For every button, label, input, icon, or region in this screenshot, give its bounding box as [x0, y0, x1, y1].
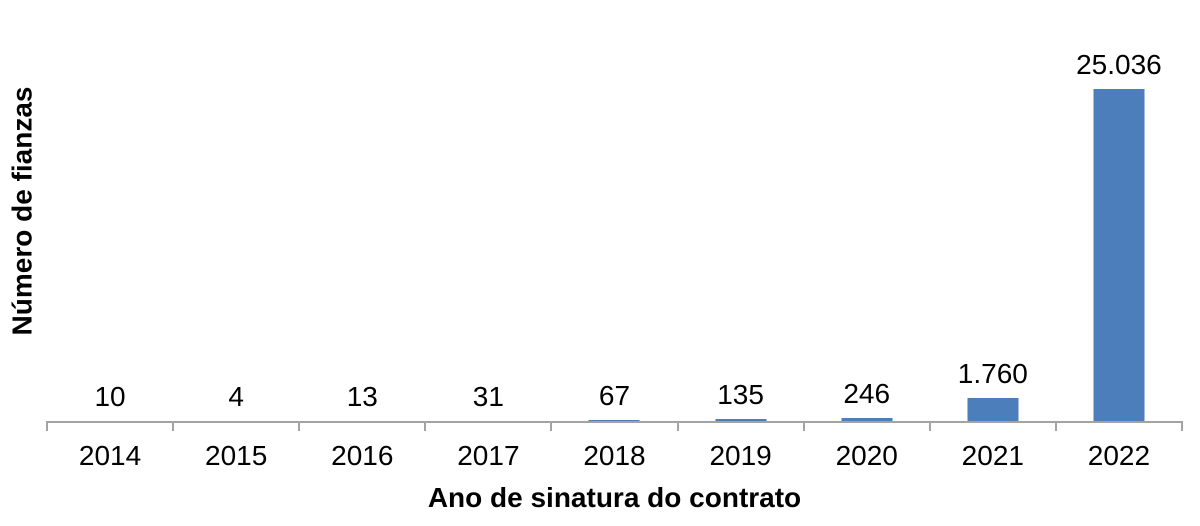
- value-label-2022: 25.036: [1076, 49, 1162, 80]
- x-tick-label-2016: 2016: [331, 440, 394, 471]
- x-axis-tick: [928, 421, 931, 431]
- x-tick-label-2022: 2022: [1087, 440, 1151, 471]
- bar-group-2017: 31: [425, 0, 551, 421]
- value-label-2014: 10: [94, 381, 126, 412]
- x-axis-title: Ano de sinatura do contrato: [427, 482, 802, 513]
- bar-2021: [967, 398, 1019, 421]
- x-axis-line: [47, 421, 1182, 423]
- value-label-2017: 31: [472, 381, 504, 412]
- plot-area: 10 4 13 31 67 135 246 1.760 25.036: [46, 0, 1183, 431]
- x-axis-tick: [1181, 421, 1183, 431]
- value-label-2015: 4: [228, 381, 244, 412]
- x-axis-tick: [550, 421, 553, 431]
- x-axis-tick: [298, 421, 301, 431]
- x-axis-tick: [1054, 421, 1057, 431]
- bar-group-2021: 1.760: [930, 0, 1056, 421]
- bar-group-2016: 13: [299, 0, 425, 421]
- bar-group-2019: 135: [678, 0, 804, 421]
- bar-2020: [841, 418, 893, 421]
- x-tick-label-2017: 2017: [457, 440, 520, 471]
- x-tick-label-2020: 2020: [835, 440, 898, 471]
- bar-group-2015: 4: [173, 0, 299, 421]
- x-axis-tick: [46, 421, 48, 431]
- bar-2022: [1093, 89, 1145, 421]
- bar-2018: [588, 420, 640, 421]
- x-tick-label-2014: 2014: [78, 440, 142, 471]
- bar-group-2022: 25.036: [1056, 0, 1182, 421]
- x-axis-tick: [676, 421, 679, 431]
- value-label-2021: 1.760: [957, 358, 1028, 389]
- y-axis-title-text: Número de fianzas: [6, 86, 38, 335]
- value-label-2018: 67: [598, 380, 631, 411]
- x-tick-label-2019: 2019: [709, 440, 772, 471]
- x-tick-label-2018: 2018: [583, 440, 646, 471]
- bar-group-2014: 10: [47, 0, 173, 421]
- x-axis-tick: [424, 421, 427, 431]
- value-label-2020: 246: [843, 378, 891, 409]
- value-label-2016: 13: [346, 381, 378, 412]
- bar-2019: [715, 419, 767, 421]
- x-axis-tick: [172, 421, 175, 431]
- x-tick-label-2015: 2015: [205, 440, 268, 471]
- x-tick-label-2021: 2021: [961, 440, 1024, 471]
- value-label-2019: 135: [717, 379, 764, 410]
- x-axis-labels: 2014 2015 2016 2017 2018 2019 2020 2021 2022: [47, 442, 1182, 470]
- bar-group-2018: 67: [551, 0, 677, 421]
- bar-group-2020: 246: [804, 0, 930, 421]
- x-axis-tick: [802, 421, 805, 431]
- y-axis-title: Número de fianzas: [0, 0, 44, 421]
